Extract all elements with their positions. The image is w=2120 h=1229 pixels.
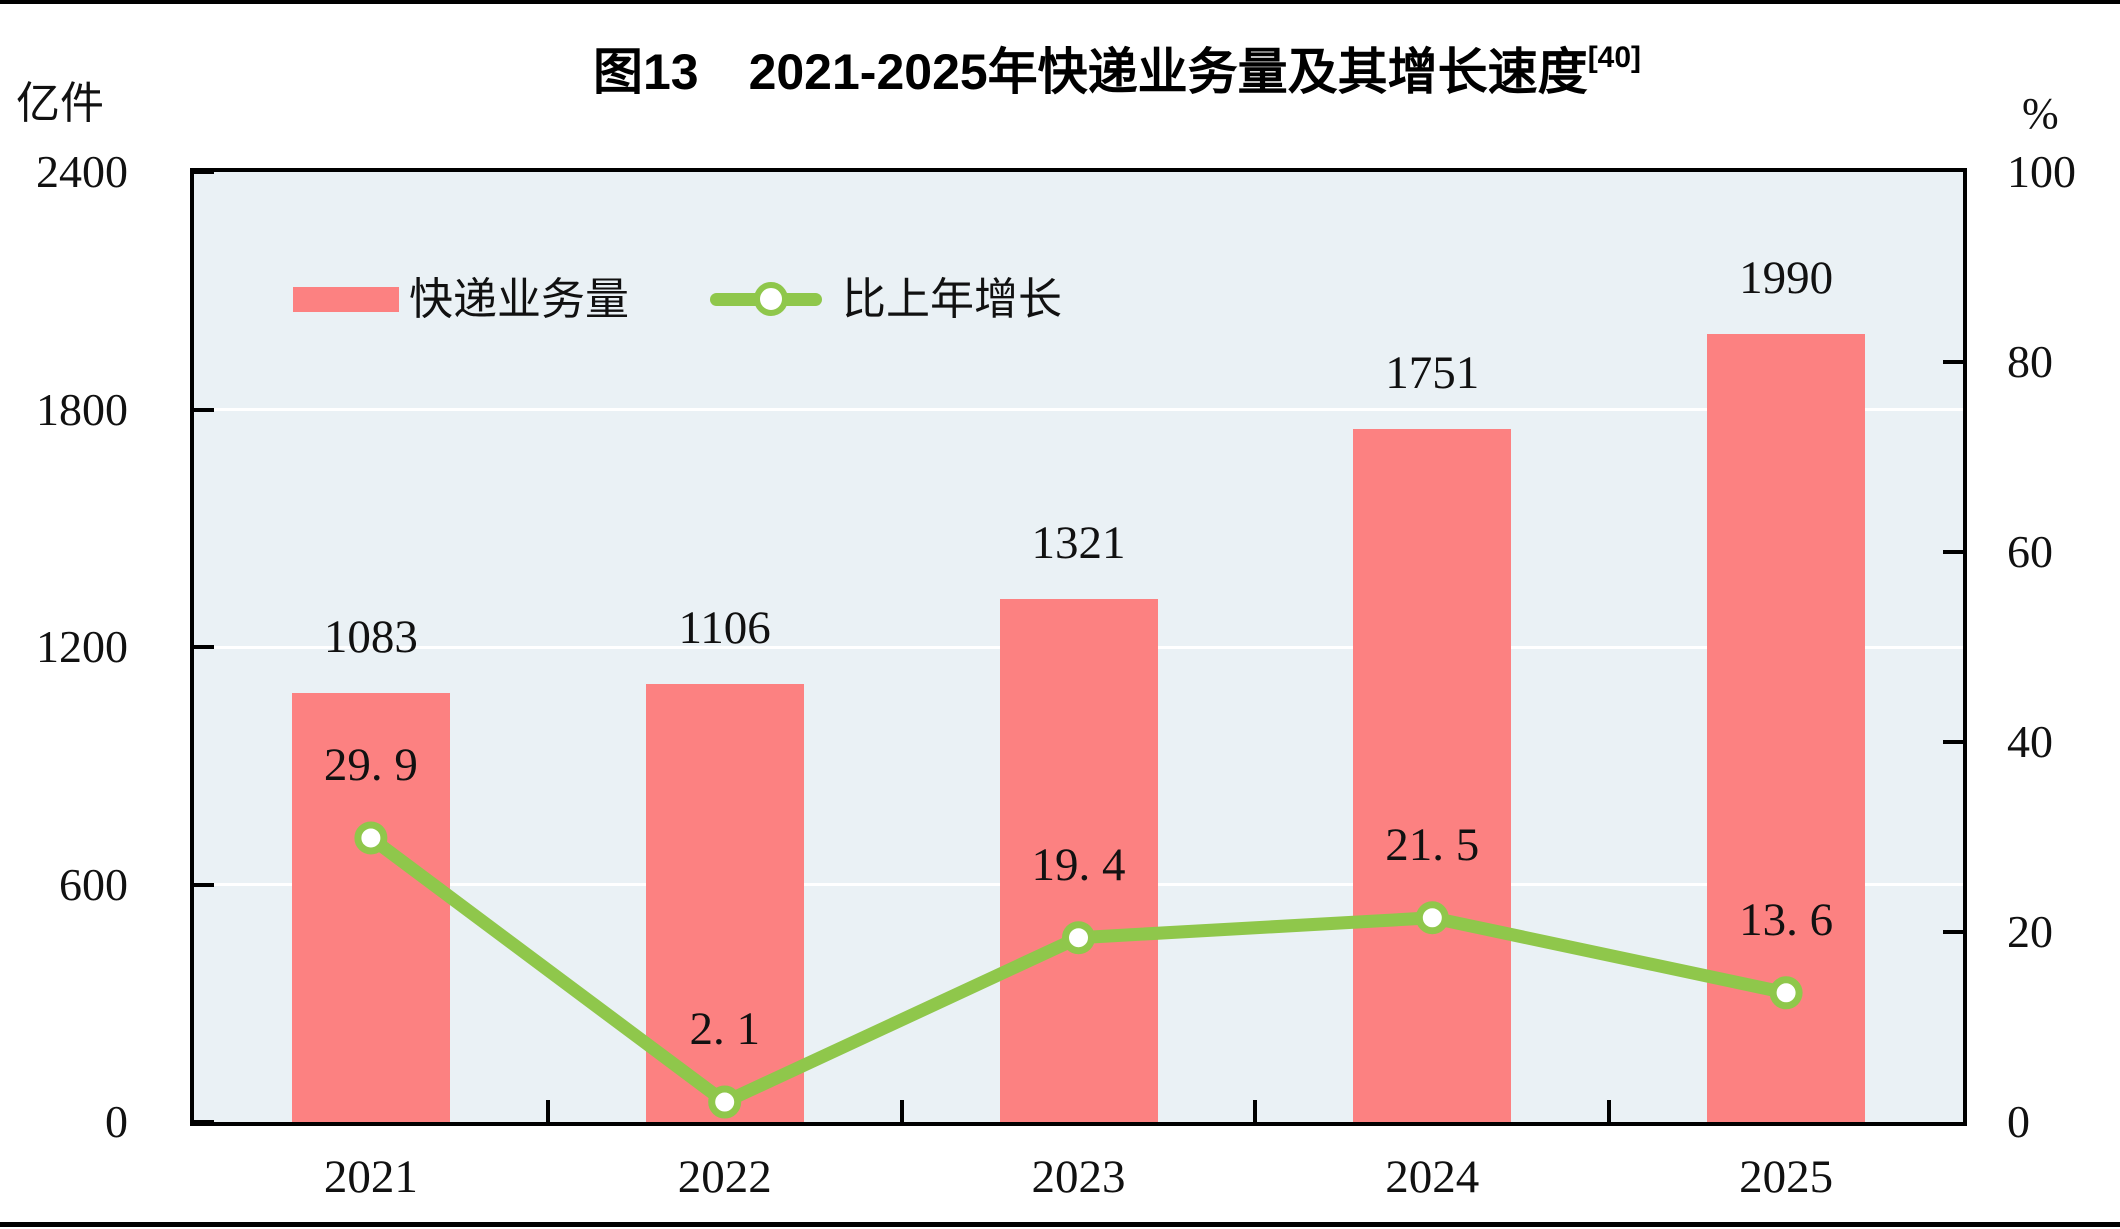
- left-axis-tick-2400: [194, 170, 214, 174]
- left-axis-label-600: 600: [59, 858, 128, 910]
- legend-bar-label: 快递业务量: [409, 275, 629, 324]
- growth-marker-2023: [1062, 921, 1095, 955]
- right-axis-label-100: 100: [2007, 146, 2076, 197]
- chart-title: 图13 2021-2025年快递业务量及其增长速度[40]: [593, 26, 1641, 104]
- x-axis-label-2023: 2023: [1031, 1151, 1126, 1203]
- legend-bar-swatch-icon: [293, 287, 399, 312]
- bar-value-label-2021: 1083: [323, 611, 418, 664]
- right-axis-tick-40: [1943, 740, 1963, 744]
- legend-line-label: 比上年增长: [842, 275, 1062, 324]
- right-axis-unit-label: %: [2022, 89, 2059, 138]
- left-axis-label-0: 0: [105, 1096, 128, 1147]
- x-axis-label-2024: 2024: [1385, 1151, 1480, 1203]
- legend-line-marker-icon: [754, 282, 788, 316]
- growth-marker-2021: [354, 821, 388, 855]
- left-axis-label-1200: 1200: [36, 621, 128, 672]
- left-axis-tick-0: [194, 1120, 214, 1124]
- gridline-1800: [194, 408, 1963, 411]
- growth-value-label-2025: 13. 6: [1739, 893, 1834, 946]
- growth-value-label-2022: 2. 1: [689, 1003, 760, 1056]
- left-axis-tick-1800: [194, 407, 214, 412]
- bar-2023: [999, 599, 1158, 1122]
- x-axis-label-2025: 2025: [1739, 1151, 1834, 1203]
- bar-value-label-2024: 1751: [1385, 346, 1480, 399]
- bottom-horizontal-rule: [0, 1222, 2120, 1227]
- growth-marker-2025: [1769, 976, 1803, 1010]
- bar-2024: [1353, 428, 1512, 1122]
- x-axis-tick-3: [1253, 1100, 1258, 1122]
- left-axis-label-2400: 2400: [36, 146, 128, 197]
- chart-title-text: 图13 2021-2025年快递业务量及其增长速度: [592, 44, 1588, 100]
- growth-value-label-2024: 21. 5: [1385, 818, 1480, 871]
- bar-2021: [291, 693, 450, 1122]
- chart-title-footnote-ref: [40]: [1587, 41, 1642, 74]
- x-axis-tick-4: [1607, 1100, 1612, 1122]
- right-axis-label-40: 40: [2007, 716, 2053, 767]
- x-axis-tick-2: [899, 1100, 904, 1122]
- left-axis-unit-label: 亿件: [16, 79, 104, 128]
- growth-value-label-2021: 29. 9: [323, 738, 418, 791]
- right-axis-tick-20: [1943, 930, 1963, 934]
- growth-value-label-2023: 19. 4: [1031, 838, 1126, 891]
- growth-line-series: [354, 821, 1803, 1119]
- bar-2022: [645, 684, 804, 1122]
- bar-value-label-2025: 1990: [1739, 252, 1834, 305]
- growth-marker-2024: [1415, 901, 1449, 935]
- left-axis-label-1800: 1800: [36, 383, 128, 435]
- growth-marker-2022: [708, 1085, 742, 1119]
- right-axis-tick-60: [1943, 550, 1963, 554]
- right-axis-label-60: 60: [2007, 526, 2053, 577]
- x-axis-label-2022: 2022: [677, 1151, 772, 1203]
- bar-value-label-2023: 1321: [1031, 517, 1126, 570]
- top-horizontal-rule: [0, 0, 2120, 4]
- left-axis-tick-600: [194, 882, 214, 887]
- right-axis-label-0: 0: [2007, 1096, 2030, 1147]
- right-axis-label-20: 20: [2007, 906, 2053, 957]
- x-axis-label-2021: 2021: [323, 1151, 418, 1203]
- right-axis-label-80: 80: [2007, 336, 2053, 387]
- right-axis-tick-80: [1943, 360, 1963, 364]
- bar-value-label-2022: 1106: [678, 602, 771, 655]
- left-axis-tick-1200: [194, 645, 214, 649]
- x-axis-tick-1: [545, 1100, 550, 1122]
